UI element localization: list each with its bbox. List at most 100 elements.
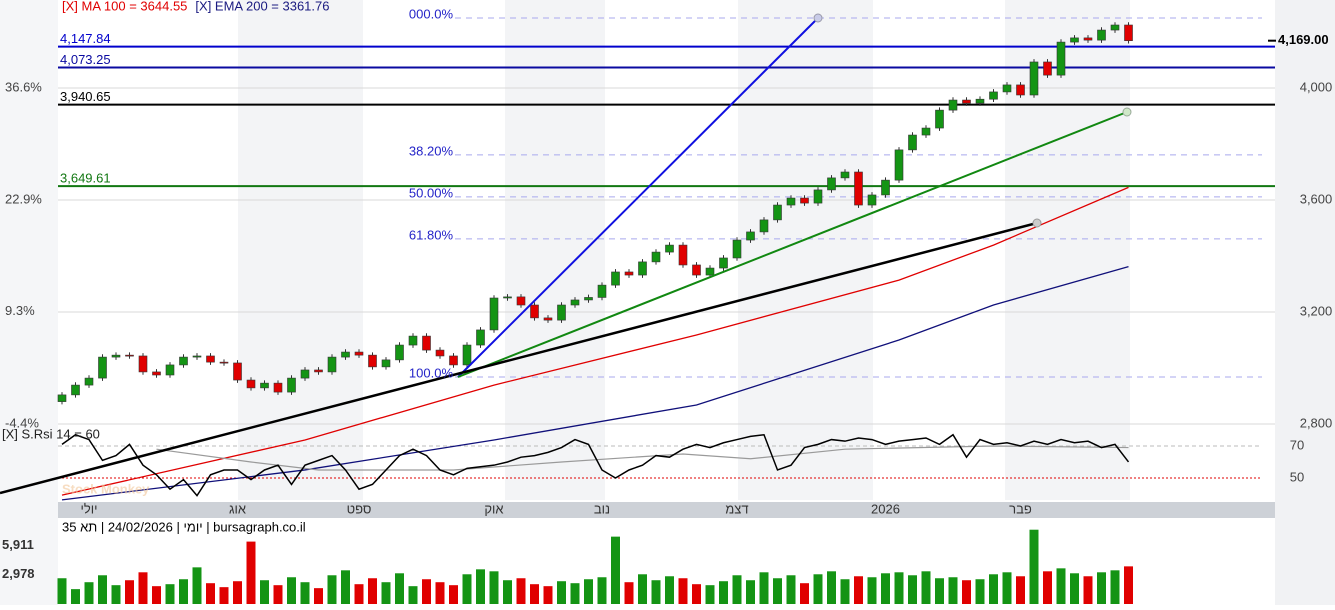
x-tick-label: נוב [594,501,610,516]
volume-tick-label: 2,978 [2,566,35,581]
candle-body [908,134,917,151]
volume-bar [1083,576,1093,604]
moving-average [61,266,1129,501]
trend-handle [1032,218,1042,228]
candle-body [557,304,566,321]
volume-bar [881,573,890,604]
volume-bar [570,583,580,604]
volume-bar [651,580,661,604]
date-axis-bar [58,502,1275,518]
candle-body [1083,37,1093,41]
month-band [738,0,873,500]
candle-body [260,382,269,389]
candle-body [476,329,485,346]
candle-body [962,99,971,104]
volume-bar [530,584,539,604]
month-band [1005,0,1130,500]
candle-body [246,379,256,389]
volume-bar [773,578,782,604]
volume-bar [462,574,472,604]
volume-bar [867,577,877,604]
candle-body [530,304,539,319]
labels: 2,800 3,200 3,600 4,000 -4.4% 9.3% 22.9% 36.6% 0… [2,0,1332,581]
candle-body [570,299,580,306]
volume-bar [732,575,742,604]
volume-bar [827,571,836,604]
volume-tick-label: 5,911 [2,537,34,552]
volume-bar [813,574,823,604]
volume-bar [206,583,215,604]
candle-body [381,359,391,368]
candle-body [786,197,796,206]
candle-body [975,98,985,104]
volume-bar [557,581,566,604]
candle-body [395,344,404,361]
volume-bar [678,578,688,604]
last-price-label: 4,169.00 [1278,32,1329,47]
month-band [505,0,605,500]
candle-body [719,257,728,269]
candle-body [1016,84,1025,96]
volume-bar [449,585,458,604]
volume-bar [516,578,526,604]
volume-bar [638,574,647,604]
x-tick-label: יולי [80,501,97,516]
candle-body [408,335,418,346]
candle-body [665,244,674,253]
candle-body [98,356,107,379]
candle-body [732,239,742,259]
volume-bar [233,581,242,604]
candle-body [489,297,499,331]
x-tick-label: דצמ [725,501,748,516]
volume-bar [1029,529,1039,604]
y-tick-label: 2,800 [1300,415,1333,430]
candle-body [638,261,647,276]
volume-bar [435,582,445,604]
candle-body [273,382,283,393]
volume-bar [179,579,188,604]
volume-bar [327,575,337,604]
level-label: 4,073.25 [60,52,111,67]
candle-body [1056,41,1066,76]
candle-body [152,371,161,376]
volume-bar [503,580,512,604]
candle-body [651,251,661,263]
candle-body [1110,24,1120,31]
candle-body [773,204,782,221]
volume-bar [165,584,175,604]
volume-bar [921,571,931,604]
candle-body [341,351,350,358]
trend-handle [1122,107,1132,117]
volume-bar [98,575,107,604]
marks [57,22,1133,604]
volume-bar [786,575,796,604]
candle-body [111,354,121,358]
volume-bar [894,572,904,604]
candle-body [57,394,67,402]
volume-bar [840,579,850,604]
volume-bar [314,588,323,604]
x-tick-label: אוק [484,501,503,516]
candle-body [894,149,904,181]
volume-bar [719,581,728,604]
rsi-label: [X] S.Rsi 14 = 60 [2,426,100,441]
legend-entry: [X] MA 100 = 3644.55 [62,0,187,13]
candle-body [300,369,310,379]
y2-tick-label: 9.3% [5,303,35,318]
volume-bar [543,586,553,604]
y-tick-label: 4,000 [1300,79,1333,94]
volume-bar [476,569,485,604]
volume-bar [138,572,148,604]
volume-bar [611,536,620,604]
volume-bar [71,589,80,604]
candle-body [1070,37,1079,43]
y-tick-label: 3,600 [1300,191,1333,206]
candle-body [692,264,701,276]
candle-body [503,296,512,299]
y2-tick-label: -4.4% [5,415,39,430]
x-tick-label: אוג [229,501,246,516]
fibonacci [58,17,1275,378]
candle-body [597,284,607,298]
y2-tick-label: 22.9% [5,192,42,207]
